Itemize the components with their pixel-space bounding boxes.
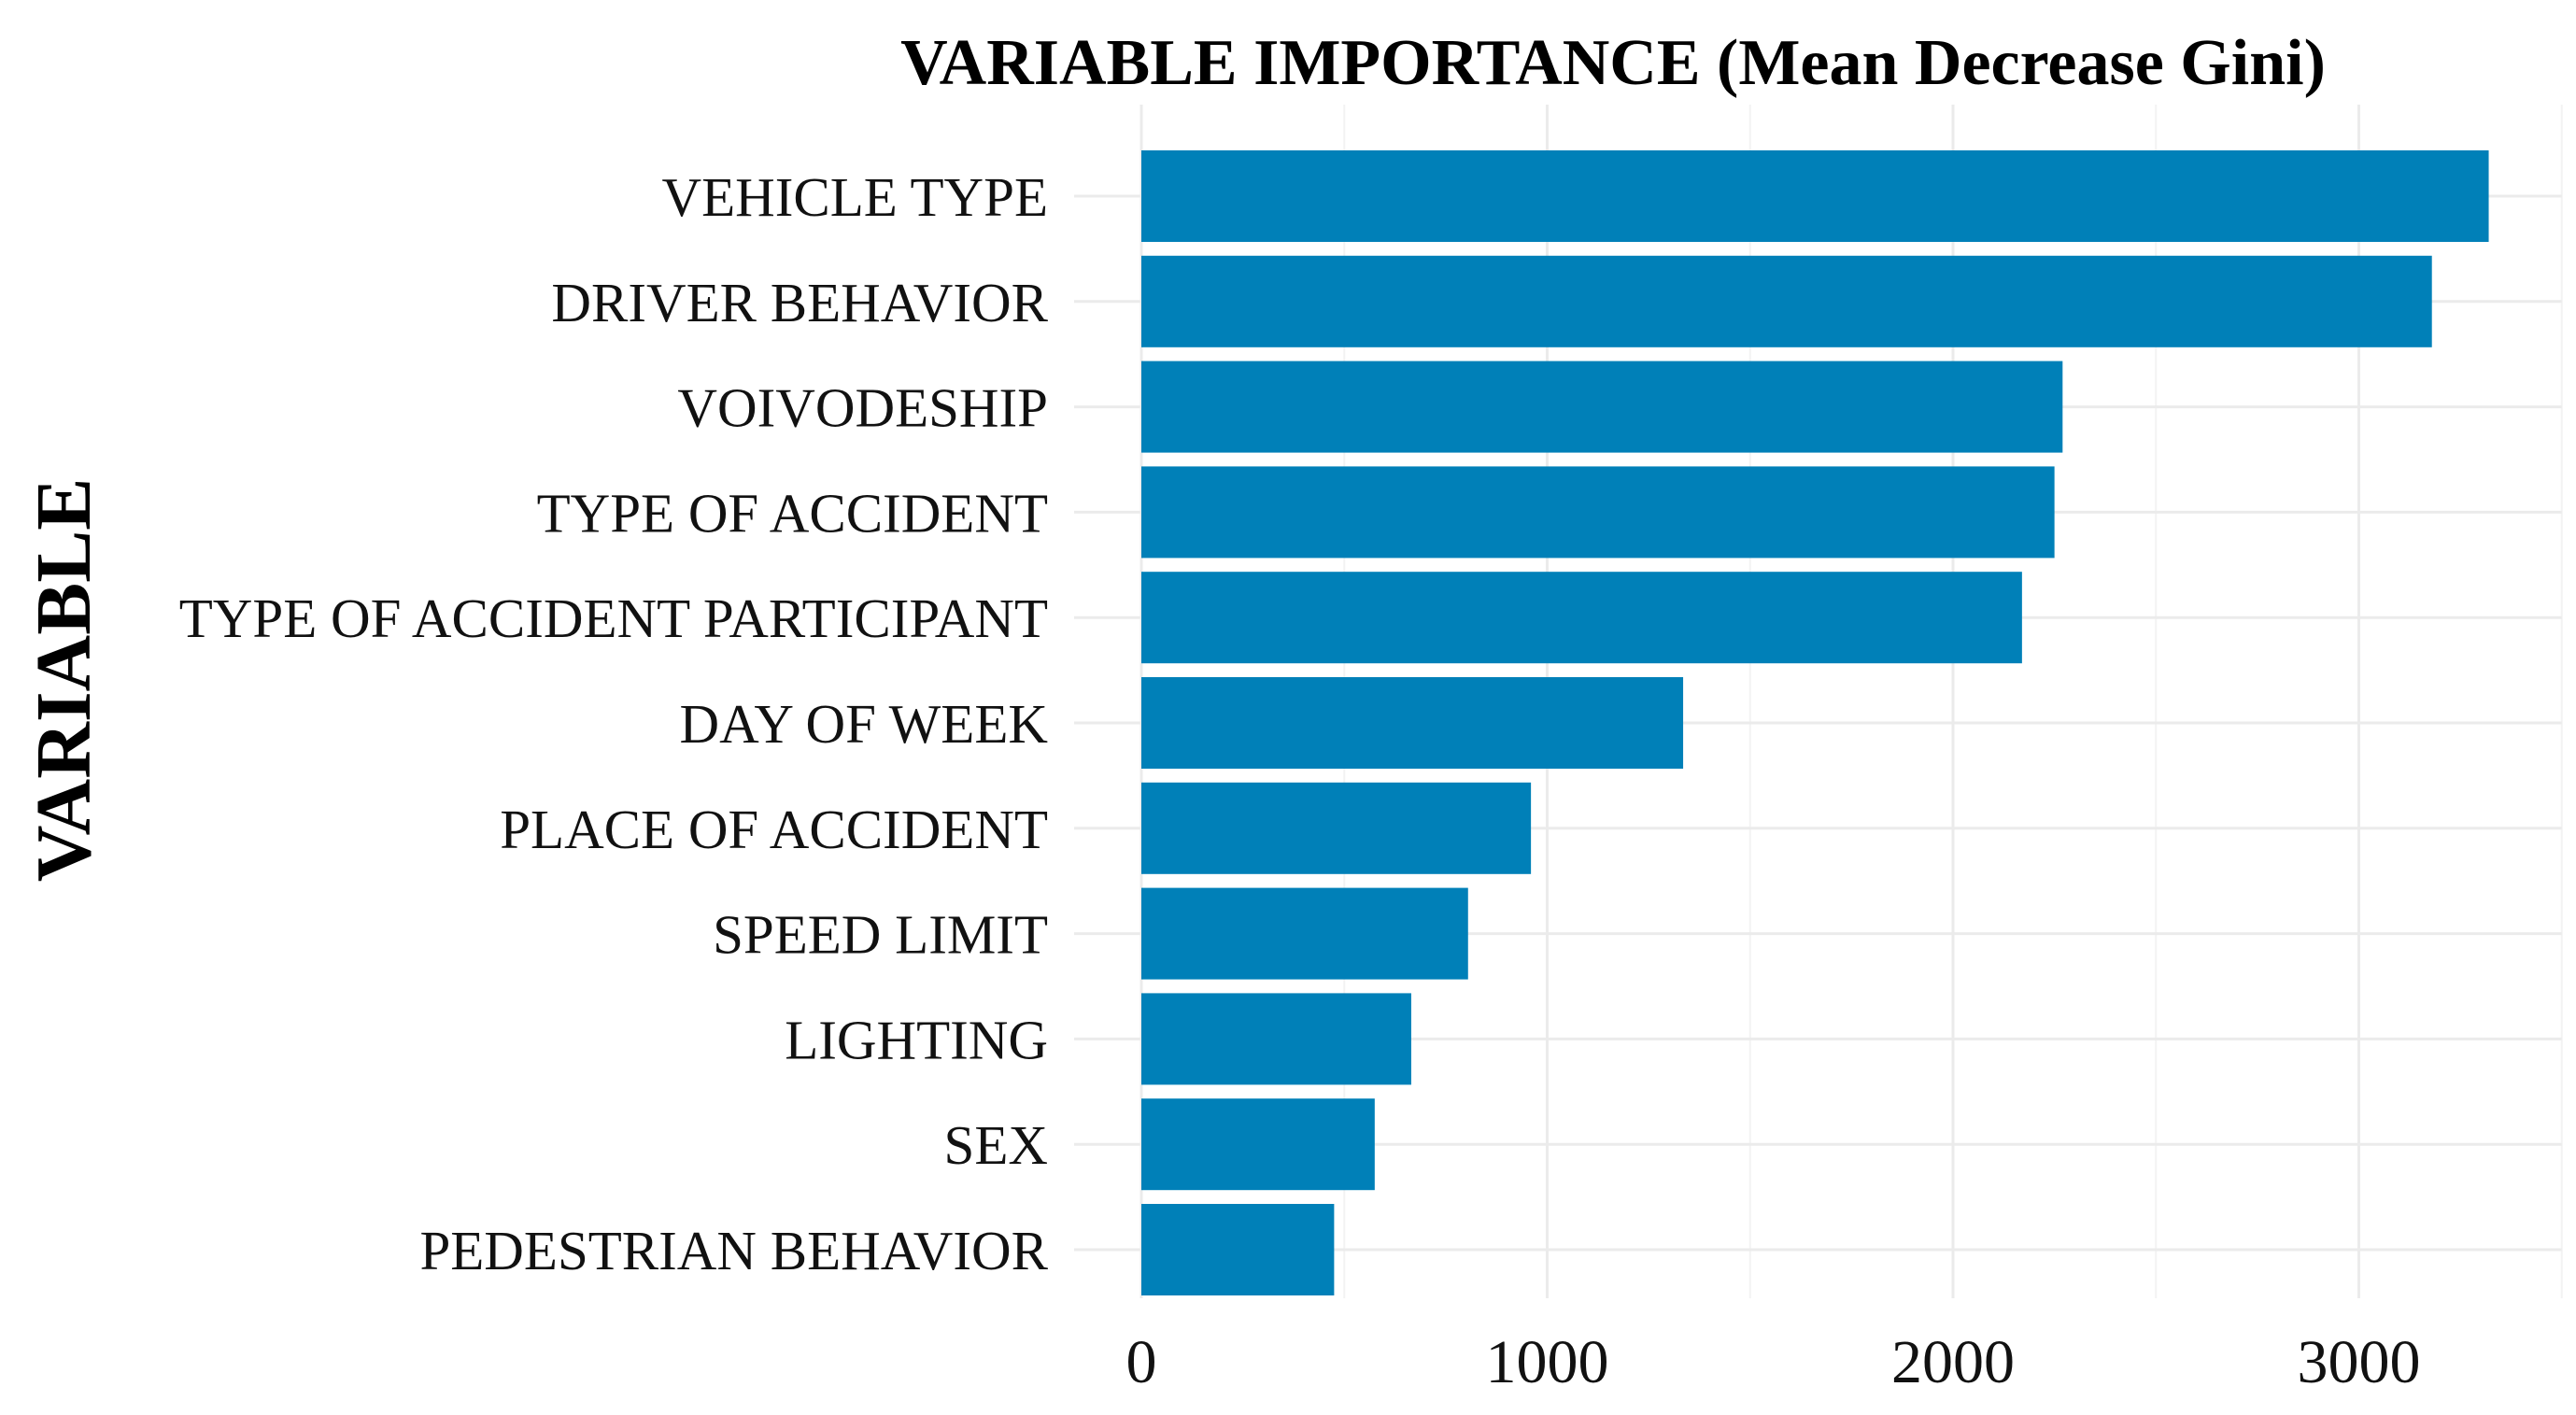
y-axis-label: VARIABLE xyxy=(21,478,107,883)
bar xyxy=(1141,150,2489,242)
category-label: SEX xyxy=(944,1114,1048,1176)
category-label: PEDESTRIAN BEHAVIOR xyxy=(419,1220,1048,1281)
bar xyxy=(1141,466,2055,559)
bar xyxy=(1141,677,1684,769)
category-label: VOIVODESHIP xyxy=(677,377,1048,439)
bar xyxy=(1141,361,2063,453)
category-label: TYPE OF ACCIDENT xyxy=(537,482,1048,544)
category-label: VEHICLE TYPE xyxy=(661,166,1048,228)
bar xyxy=(1141,255,2432,347)
category-label: DAY OF WEEK xyxy=(680,693,1048,755)
bar xyxy=(1141,1204,1335,1295)
category-label: TYPE OF ACCIDENT PARTICIPANT xyxy=(179,587,1048,649)
x-tick-label: 3000 xyxy=(2298,1328,2421,1396)
category-label: LIGHTING xyxy=(785,1009,1048,1070)
bar xyxy=(1141,1098,1375,1191)
bar xyxy=(1141,993,1411,1085)
category-label: DRIVER BEHAVIOR xyxy=(551,272,1048,333)
x-tick-label: 1000 xyxy=(1486,1328,1609,1396)
category-label: SPEED LIMIT xyxy=(713,904,1048,966)
bar xyxy=(1141,572,2022,664)
category-labels: VEHICLE TYPE DRIVER BEHAVIOR VOIVODESHIP TY… xyxy=(179,166,1049,1281)
category-label: PLACE OF ACCIDENT xyxy=(500,799,1048,860)
bar xyxy=(1141,887,1468,980)
chart-title: VARIABLE IMPORTANCE (Mean Decrease Gini) xyxy=(900,27,2326,99)
x-tick-labels: 0 1000 2000 3000 xyxy=(1126,1328,2421,1396)
bar xyxy=(1141,782,1532,874)
x-tick-label: 2000 xyxy=(1891,1328,2015,1396)
x-tick-label: 0 xyxy=(1126,1328,1157,1396)
bars-layer xyxy=(1141,150,2489,1295)
